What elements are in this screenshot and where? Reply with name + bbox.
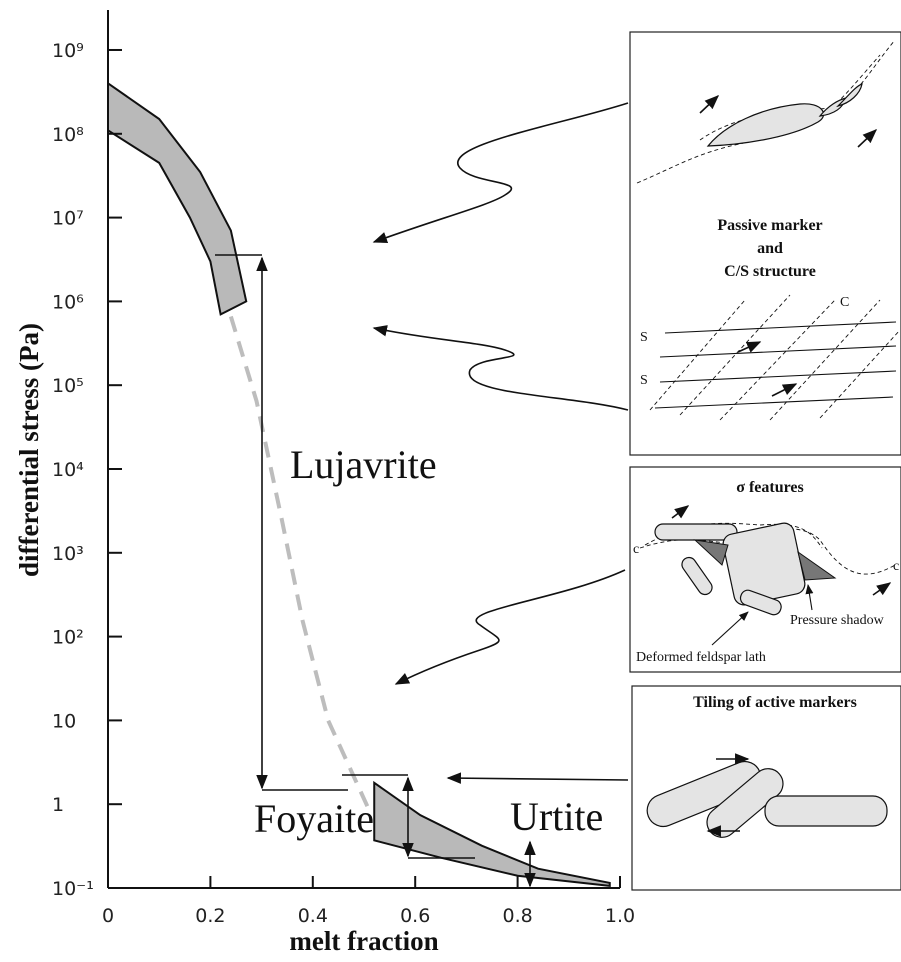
y-tick-label: 10² — [52, 627, 84, 649]
inset-title: Tiling of active markers — [693, 694, 857, 711]
x-tick-label: 0.6 — [400, 905, 430, 927]
figure: 10⁻¹ 1 10 10² 10³ 10⁴ 10⁵ 10⁶ 10⁷ 10⁸ 10⁹ 0 0.2 0.4 0.… — [0, 0, 901, 962]
y-axis-label: differential stress (Pa) — [14, 323, 44, 577]
x-axis-label: melt fraction — [289, 926, 438, 956]
x-tick-label: 0.2 — [195, 905, 225, 927]
inset-passive-marker: Passive marker and C/S structure C S S — [630, 32, 901, 455]
inset-title: σ features — [736, 479, 804, 496]
y-tick-label: 10⁴ — [52, 459, 84, 481]
inset-title: C/S structure — [724, 263, 816, 280]
y-tick-label: 1 — [52, 794, 64, 816]
line — [231, 317, 369, 811]
inset-label: c — [893, 559, 899, 574]
inset-title: and — [757, 240, 783, 257]
y-tick-label: 10⁻¹ — [52, 878, 94, 900]
inset-sigma: σ features c c Pressure shadow Deformed … — [630, 467, 901, 672]
inset-label: C — [840, 295, 849, 310]
y-tick-label: 10³ — [52, 543, 84, 565]
inset-label: S — [640, 330, 648, 345]
range-brackets — [215, 255, 530, 886]
y-tick-label: 10⁵ — [52, 375, 84, 397]
annotation: Urtite — [510, 794, 603, 839]
band — [108, 83, 246, 314]
inset-label: Pressure shadow — [790, 613, 885, 628]
x-tick-label: 1.0 — [605, 905, 635, 927]
y-tick-label: 10⁹ — [52, 40, 84, 62]
y-tick-label: 10⁸ — [52, 124, 84, 146]
annotation: Foyaite — [254, 796, 374, 841]
x-tick-label: 0.4 — [298, 905, 328, 927]
y-tick-label: 10⁶ — [52, 291, 84, 313]
inset-label: Deformed feldspar lath — [636, 650, 766, 665]
y-tick-label: 10 — [52, 710, 76, 732]
inset-label: c — [633, 542, 639, 557]
inset-tiling: Tiling of active markers — [632, 686, 901, 890]
y-tick-label: 10⁷ — [52, 208, 84, 230]
inset-label: S — [640, 373, 648, 388]
x-tick-label: 0 — [102, 905, 114, 927]
inset-title: Passive marker — [717, 217, 822, 234]
x-tick-label: 0.8 — [502, 905, 532, 927]
annotation: Lujavrite — [290, 442, 437, 487]
